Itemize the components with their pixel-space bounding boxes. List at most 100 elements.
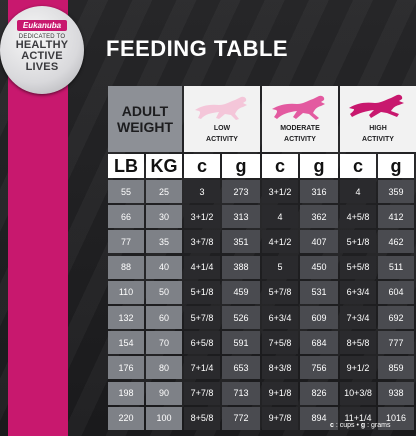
cell-high-cups: 7+3/4	[340, 306, 376, 329]
cell-moderate-cups: 9+1/8	[262, 381, 298, 405]
unit-header-high-grams: g	[378, 154, 414, 178]
cell-high-cups: 10+3/8	[340, 381, 376, 405]
moderate-activity-header: MODERATE ACTIVITY	[262, 86, 338, 152]
cell-moderate-grams: 407	[300, 230, 338, 254]
cell-high-grams: 462	[378, 230, 414, 254]
cell-lb: 198	[108, 381, 144, 405]
cell-kg: 50	[146, 280, 182, 304]
unit-header-kg: KG	[146, 154, 182, 178]
badge-line1: HEALTHY	[15, 39, 69, 51]
cell-lb: 154	[108, 331, 144, 355]
cell-low-grams: 653	[222, 356, 260, 380]
cell-low-cups: 3	[184, 180, 220, 203]
cell-high-cups: 4	[340, 180, 376, 203]
adult-weight-line2: WEIGHT	[117, 119, 173, 135]
cell-kg: 40	[146, 255, 182, 279]
cell-low-grams: 351	[222, 230, 260, 254]
cell-high-grams: 692	[378, 306, 414, 329]
table-row: 154 70 6+5/8 591 7+5/8 684 8+5/8 777	[108, 331, 414, 355]
cell-low-cups: 8+5/8	[184, 406, 220, 430]
cell-moderate-cups: 4+1/2	[262, 230, 298, 254]
unit-header-low-cups: c	[184, 154, 220, 178]
cell-moderate-cups: 8+3/8	[262, 356, 298, 380]
low-activity-header: LOW ACTIVITY	[184, 86, 260, 152]
cell-high-cups: 4+5/8	[340, 205, 376, 229]
cell-moderate-grams: 316	[300, 180, 338, 203]
table-row: 198 90 7+7/8 713 9+1/8 826 10+3/8 938	[108, 381, 414, 405]
cell-moderate-grams: 756	[300, 356, 338, 380]
badge-dedicated-text: DEDICATED TO	[18, 34, 66, 40]
cell-high-grams: 511	[378, 255, 414, 279]
running-dog-icon	[349, 94, 404, 118]
cell-low-grams: 388	[222, 255, 260, 279]
cell-low-grams: 713	[222, 381, 260, 405]
cell-high-grams: 604	[378, 280, 414, 304]
high-activity-header: HIGH ACTIVITY	[340, 86, 416, 152]
legend-g-text: : grams	[365, 422, 391, 429]
moderate-activity-line2: ACTIVITY	[284, 136, 316, 143]
cell-high-cups: 11+1/4	[340, 406, 376, 430]
badge-line3: LIVES	[25, 61, 59, 73]
cell-low-cups: 7+7/8	[184, 381, 220, 405]
cell-moderate-cups: 5+7/8	[262, 280, 298, 304]
cell-moderate-grams: 362	[300, 205, 338, 229]
legend-c-text: : cups •	[333, 422, 361, 429]
cell-lb: 132	[108, 306, 144, 329]
running-dog-icon	[195, 96, 247, 120]
cell-moderate-cups: 3+1/2	[262, 180, 298, 203]
cell-moderate-cups: 5	[262, 255, 298, 279]
unit-header-moderate-cups: c	[262, 154, 298, 178]
badge-line2: ACTIVE	[21, 50, 63, 62]
cell-moderate-cups: 6+3/4	[262, 306, 298, 329]
cell-low-grams: 313	[222, 205, 260, 229]
cell-lb: 77	[108, 230, 144, 254]
cell-moderate-cups: 7+5/8	[262, 331, 298, 355]
cell-high-cups: 5+5/8	[340, 255, 376, 279]
high-activity-line2: ACTIVITY	[362, 136, 394, 143]
cell-lb: 220	[108, 406, 144, 430]
brand-logo: Eukanuba	[16, 20, 68, 31]
cell-moderate-cups: 4	[262, 205, 298, 229]
table-row: 110 50 5+1/8 459 5+7/8 531 6+3/4 604	[108, 280, 414, 304]
adult-weight-header: ADULT WEIGHT	[108, 86, 182, 152]
table-row: 77 35 3+7/8 351 4+1/2 407 5+1/8 462	[108, 230, 414, 254]
table-row: 55 25 3 273 3+1/2 316 4 359	[108, 180, 414, 203]
cell-high-cups: 9+1/2	[340, 356, 376, 380]
cell-low-cups: 5+7/8	[184, 306, 220, 329]
cell-low-cups: 4+1/4	[184, 255, 220, 279]
cell-kg: 60	[146, 306, 182, 329]
cell-lb: 110	[108, 280, 144, 304]
brand-badge: Eukanuba DEDICATED TO HEALTHY ACTIVE LIV…	[0, 6, 84, 94]
cell-high-cups: 5+1/8	[340, 230, 376, 254]
cell-kg: 25	[146, 180, 182, 203]
table-row: 88 40 4+1/4 388 5 450 5+5/8 511	[108, 255, 414, 279]
cell-high-grams: 859	[378, 356, 414, 380]
cell-high-grams: 412	[378, 205, 414, 229]
cell-kg: 70	[146, 331, 182, 355]
cell-moderate-grams: 684	[300, 331, 338, 355]
cell-low-grams: 772	[222, 406, 260, 430]
cell-moderate-grams: 609	[300, 306, 338, 329]
cell-high-grams: 359	[378, 180, 414, 203]
table-row: 220 100 8+5/8 772 9+7/8 894 11+1/4 1016	[108, 406, 414, 430]
cell-lb: 88	[108, 255, 144, 279]
unit-header-low-grams: g	[222, 154, 260, 178]
cell-moderate-cups: 9+7/8	[262, 406, 298, 430]
cell-low-grams: 459	[222, 280, 260, 304]
page-title: FEEDING TABLE	[106, 36, 289, 61]
low-activity-line1: LOW	[213, 125, 231, 132]
cell-high-grams: 1016	[378, 406, 414, 430]
unit-header-high-cups: c	[340, 154, 376, 178]
unit-header-moderate-grams: g	[300, 154, 338, 178]
adult-weight-line1: ADULT	[121, 103, 169, 119]
cell-low-grams: 273	[222, 180, 260, 203]
cell-low-cups: 3+7/8	[184, 230, 220, 254]
legend-c: c	[330, 422, 334, 429]
cell-kg: 80	[146, 356, 182, 380]
cell-moderate-grams: 894	[300, 406, 338, 430]
unit-header-lb: LB	[108, 154, 144, 178]
cell-kg: 100	[146, 406, 182, 430]
table-row: 66 30 3+1/2 313 4 362 4+5/8 412	[108, 205, 414, 229]
cell-high-grams: 938	[378, 381, 414, 405]
cell-lb: 176	[108, 356, 144, 380]
